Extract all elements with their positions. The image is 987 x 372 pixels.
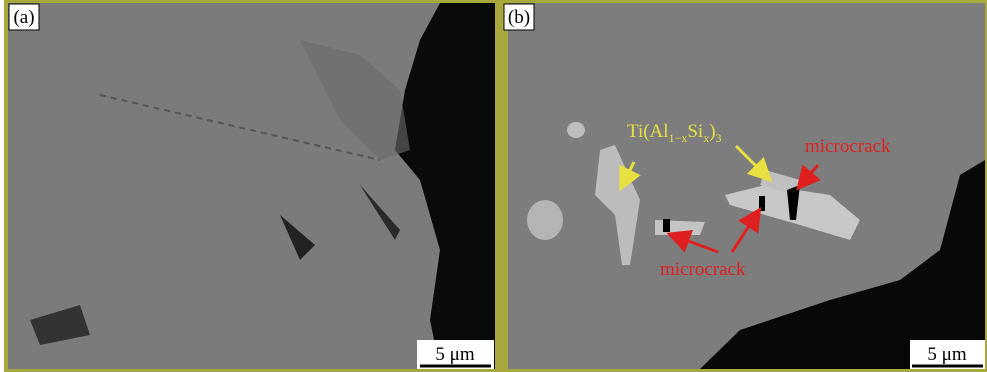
scale-text: 5 μm: [927, 344, 966, 365]
formula-part: Si: [687, 121, 703, 142]
formula-part: Ti(Al: [627, 121, 669, 142]
panel-label: (b): [508, 7, 530, 28]
crack: [759, 196, 765, 211]
annotation: microcrack: [805, 136, 891, 157]
particle: [655, 220, 705, 235]
crack: [663, 219, 670, 232]
scale-text: 5 μm: [435, 344, 474, 365]
annotation: microcrack: [660, 259, 746, 280]
panel-b: (b) Ti(Al1−xSix)3 microcrack microcrack …: [499, 0, 987, 372]
formula-sub: 3: [716, 131, 722, 145]
formula-sub: 1−x: [669, 131, 688, 145]
figure: (a) 5 μm (b) Ti(Al1−xSix)3 microcrack mi…: [0, 0, 987, 372]
particle: [527, 200, 563, 240]
panel-label: (a): [13, 7, 34, 28]
panel-a: (a) 5 μm: [4, 0, 499, 372]
particle: [567, 122, 585, 138]
